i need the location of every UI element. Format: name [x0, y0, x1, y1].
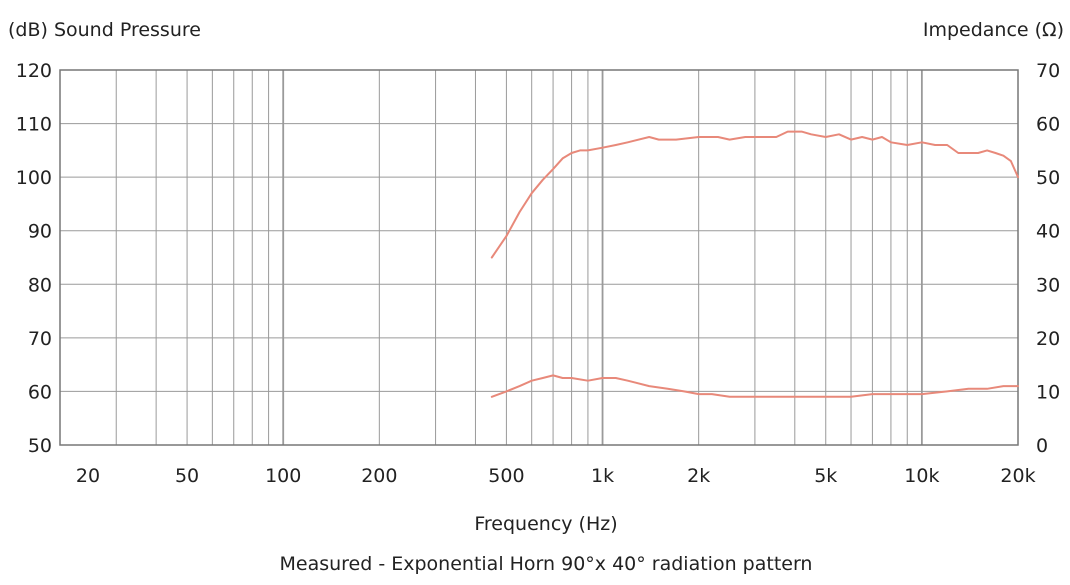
y-tick-label-left: 60	[28, 381, 52, 403]
y-tick-label-right: 10	[1036, 381, 1060, 403]
y-tick-label-right: 60	[1036, 114, 1060, 136]
chart-caption: Measured - Exponential Horn 90°x 40° rad…	[280, 553, 813, 575]
y-tick-label-left: 80	[28, 274, 52, 296]
x-tick-label: 200	[361, 465, 397, 487]
tick-labels: 20 50 100 200 500 1k 2k 5k 10k 20k120110100908070…	[16, 60, 1060, 487]
y-tick-label-left: 120	[16, 60, 52, 82]
y-tick-label-right: 50	[1036, 167, 1060, 189]
x-tick-label: 10k	[904, 465, 939, 487]
series-lines	[490, 130, 1019, 398]
x-tick-label: 20k	[1000, 465, 1035, 487]
y-tick-label-right: 0	[1036, 435, 1048, 457]
x-tick-label: 100	[265, 465, 301, 487]
x-tick-label: 2k	[687, 465, 710, 487]
x-tick-label: 20	[76, 465, 100, 487]
y-tick-label-right: 70	[1036, 60, 1060, 82]
y-tick-label-right: 40	[1036, 221, 1060, 243]
y-tick-label-right: 20	[1036, 328, 1060, 350]
y-tick-label-left: 50	[28, 435, 52, 457]
y-tick-label-left: 90	[28, 221, 52, 243]
y-tick-label-left: 100	[16, 167, 52, 189]
y-axis-label-right: Impedance (Ω)	[923, 19, 1064, 41]
grid	[59, 69, 1019, 446]
series-line-sound-pressure	[490, 130, 1019, 259]
y-axis-label-left: (dB) Sound Pressure	[8, 19, 201, 41]
y-tick-label-left: 70	[28, 328, 52, 350]
x-tick-label: 5k	[814, 465, 837, 487]
x-axis-label: Frequency (Hz)	[474, 513, 617, 535]
x-tick-label: 1k	[591, 465, 614, 487]
plot-frame	[59, 69, 1019, 446]
y-tick-label-right: 30	[1036, 274, 1060, 296]
series-line-impedance	[490, 374, 1019, 398]
x-tick-label: 500	[488, 465, 524, 487]
y-tick-label-left: 110	[16, 114, 52, 136]
x-tick-label: 50	[175, 465, 199, 487]
